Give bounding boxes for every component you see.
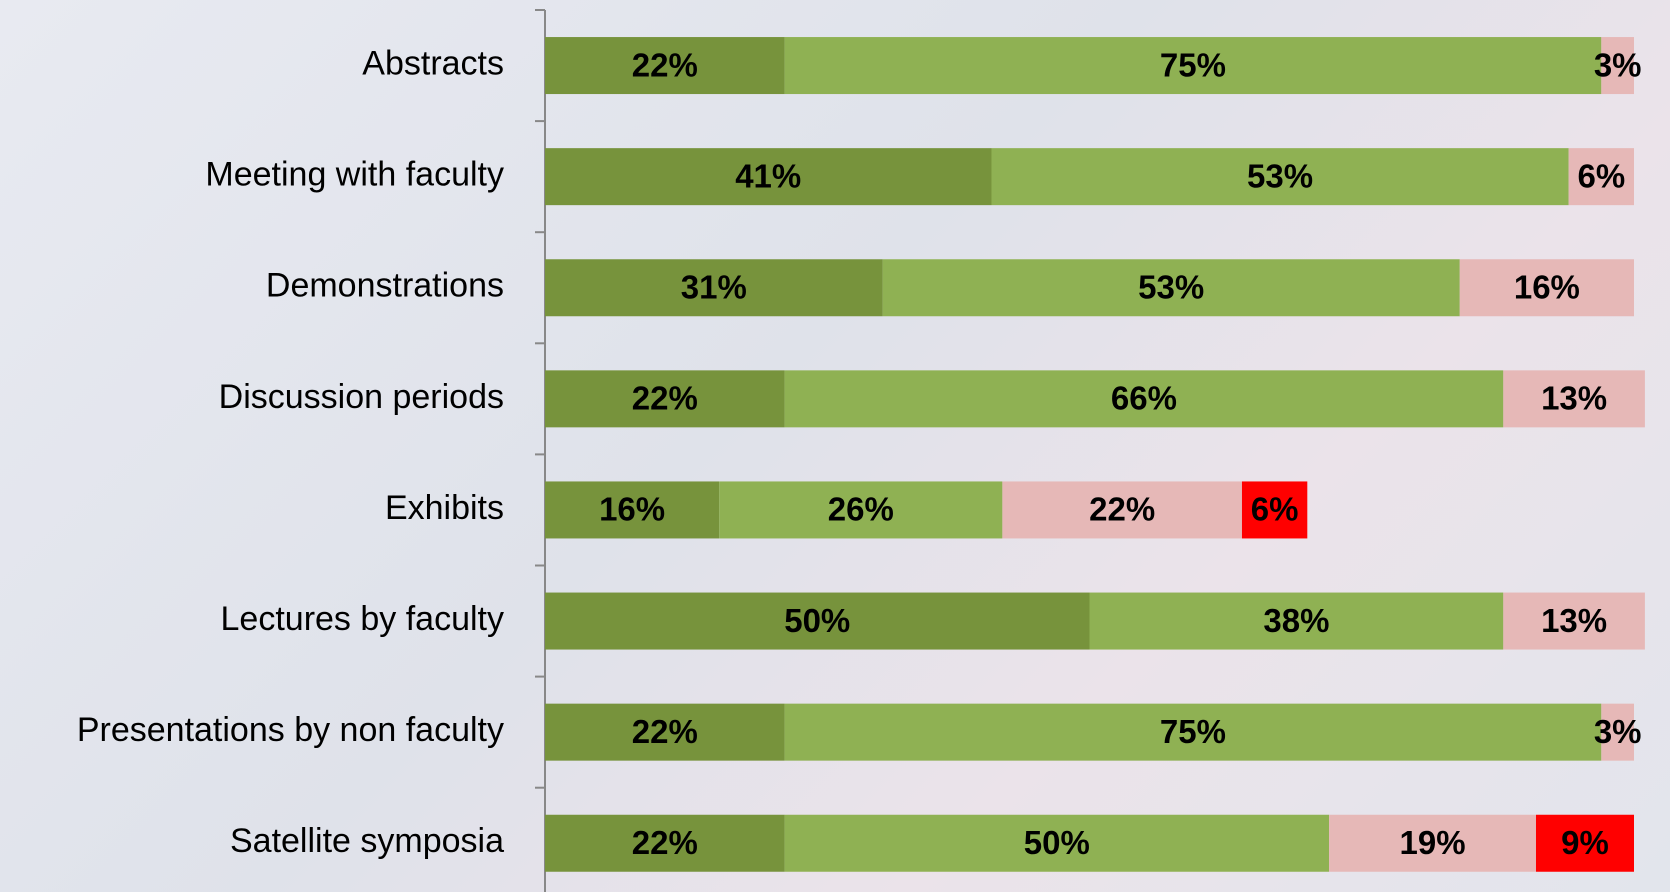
value-label: 13% bbox=[1541, 380, 1607, 417]
bar-segment bbox=[1459, 259, 1634, 317]
value-label: 6% bbox=[1251, 491, 1299, 528]
value-label: 3% bbox=[1594, 713, 1642, 750]
bar-segment bbox=[1329, 814, 1536, 872]
bar-segment bbox=[1601, 37, 1634, 95]
value-label: 3% bbox=[1594, 46, 1642, 83]
bar-segment bbox=[882, 259, 1460, 317]
value-label: 53% bbox=[1247, 157, 1313, 194]
value-label: 16% bbox=[599, 491, 665, 528]
value-label: 9% bbox=[1561, 824, 1609, 861]
bar-segment bbox=[1535, 814, 1634, 872]
bar-segment bbox=[545, 370, 785, 428]
value-label: 22% bbox=[632, 713, 698, 750]
value-label: 22% bbox=[632, 380, 698, 417]
value-label: 22% bbox=[632, 46, 698, 83]
category-label: Discussion periods bbox=[219, 378, 504, 416]
bar-segment bbox=[545, 259, 883, 317]
bar-segment bbox=[545, 37, 785, 95]
value-label: 16% bbox=[1514, 268, 1580, 305]
bar-segment bbox=[545, 592, 1090, 650]
bar-segment bbox=[991, 148, 1569, 206]
value-label: 66% bbox=[1111, 380, 1177, 417]
value-label: 22% bbox=[632, 824, 698, 861]
category-label: Abstracts bbox=[362, 45, 504, 83]
bar-segment bbox=[784, 370, 1504, 428]
category-label: Presentations by non faculty bbox=[77, 711, 504, 749]
value-label: 38% bbox=[1263, 602, 1329, 639]
bar-segment bbox=[1601, 703, 1634, 761]
bar-segment bbox=[1241, 481, 1308, 539]
value-label: 41% bbox=[735, 157, 801, 194]
category-label: Satellite symposia bbox=[230, 822, 504, 860]
bar-segment bbox=[719, 481, 1003, 539]
bar-segment bbox=[545, 703, 785, 761]
bar-segment bbox=[545, 814, 785, 872]
bar-segment bbox=[1568, 148, 1634, 206]
value-label: 31% bbox=[681, 268, 747, 305]
value-label: 22% bbox=[1089, 491, 1155, 528]
bar-segment bbox=[1503, 370, 1645, 428]
category-label: Meeting with faculty bbox=[205, 156, 504, 194]
bar-segment bbox=[1503, 592, 1645, 650]
bar-segment bbox=[784, 703, 1602, 761]
bar-segment bbox=[545, 148, 992, 206]
value-label: 26% bbox=[828, 491, 894, 528]
value-label: 53% bbox=[1138, 268, 1204, 305]
value-label: 13% bbox=[1541, 602, 1607, 639]
bar-segment bbox=[1002, 481, 1242, 539]
value-label: 75% bbox=[1160, 713, 1226, 750]
value-label: 75% bbox=[1160, 46, 1226, 83]
bar-segment bbox=[784, 37, 1602, 95]
category-label: Exhibits bbox=[385, 489, 504, 527]
value-label: 6% bbox=[1577, 157, 1625, 194]
value-label: 19% bbox=[1400, 824, 1466, 861]
category-label: Demonstrations bbox=[266, 267, 504, 305]
value-label: 50% bbox=[1024, 824, 1090, 861]
value-label: 50% bbox=[784, 602, 850, 639]
bar-segment bbox=[1089, 592, 1504, 650]
bar-segment bbox=[784, 814, 1330, 872]
bar-segment bbox=[545, 481, 720, 539]
category-label: Lectures by faculty bbox=[221, 600, 504, 638]
